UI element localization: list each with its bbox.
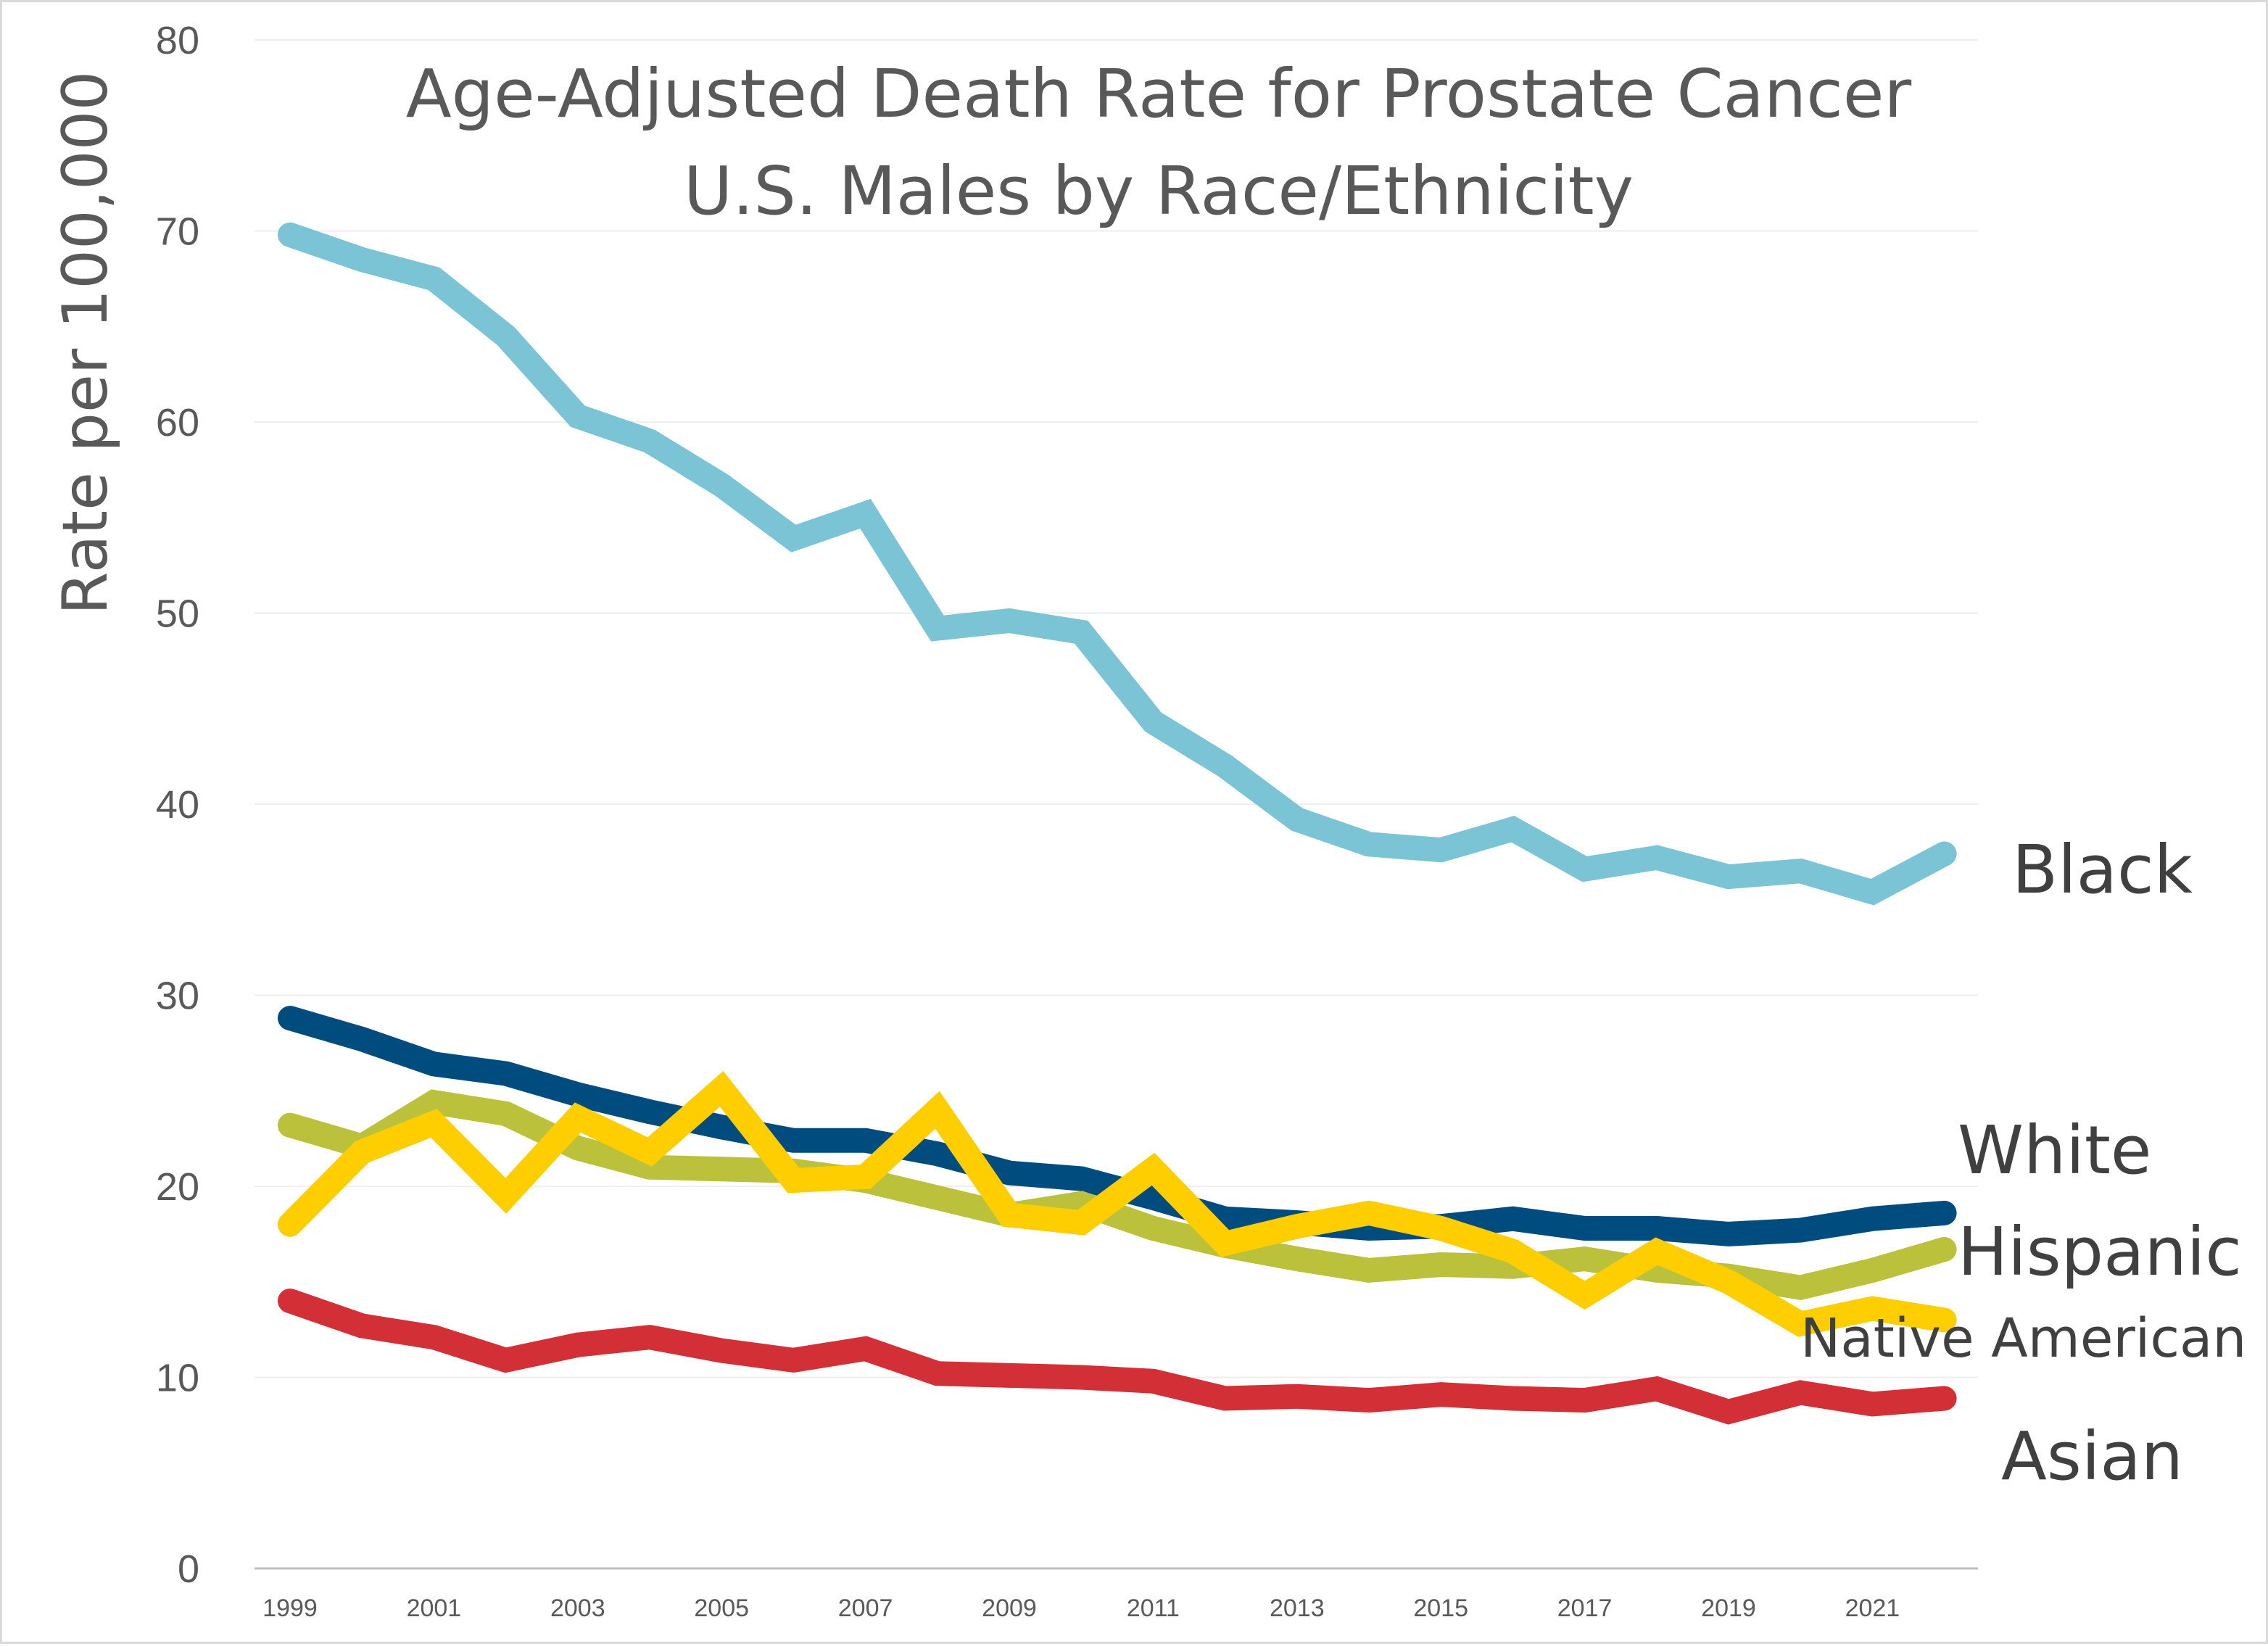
series-label-asian: Asian bbox=[2001, 1418, 2183, 1495]
series-line-black bbox=[278, 222, 1957, 906]
y-tick-label: 30 bbox=[156, 975, 199, 1018]
chart-title: Age-Adjusted Death Rate for Prostate Can… bbox=[406, 55, 1912, 133]
x-tick-label: 2019 bbox=[1701, 1595, 1756, 1622]
x-tick-label: 1999 bbox=[262, 1595, 318, 1622]
series-label-hispanic: Hispanic bbox=[1958, 1213, 2242, 1291]
x-axis-ticks: 1999 2001 2003 2005 2007 2009 2011 2013 2015 2017… bbox=[262, 1595, 1900, 1622]
series-label-native-american: Native American bbox=[1800, 1307, 2246, 1370]
x-tick-label: 2017 bbox=[1557, 1595, 1613, 1622]
x-tick-label: 2011 bbox=[1127, 1595, 1180, 1622]
series-line-asian bbox=[278, 1289, 1957, 1425]
y-tick-label: 60 bbox=[156, 401, 199, 444]
series-labels: Black White Hispanic Native American Asian bbox=[1800, 831, 2246, 1495]
series-lines bbox=[278, 222, 1957, 1425]
y-tick-label: 0 bbox=[178, 1547, 199, 1591]
x-tick-label: 2021 bbox=[1845, 1595, 1900, 1622]
x-tick-label: 2015 bbox=[1413, 1595, 1468, 1622]
x-tick-label: 2001 bbox=[407, 1595, 462, 1622]
y-axis-ticks: 0 10 20 30 40 50 60 70 80 bbox=[156, 19, 199, 1591]
y-tick-label: 80 bbox=[156, 19, 199, 62]
x-tick-label: 2007 bbox=[838, 1595, 893, 1622]
x-tick-label: 2013 bbox=[1270, 1595, 1325, 1622]
series-label-black: Black bbox=[2012, 831, 2193, 909]
y-tick-label: 10 bbox=[156, 1357, 199, 1400]
y-tick-label: 50 bbox=[156, 592, 199, 636]
series-line-native-american bbox=[278, 1070, 1957, 1337]
y-tick-label: 20 bbox=[156, 1165, 199, 1209]
gridlines bbox=[254, 39, 1978, 1378]
y-axis-label: Rate per 100,000 bbox=[49, 71, 122, 615]
y-tick-label: 40 bbox=[156, 783, 199, 827]
series-label-white: White bbox=[1958, 1112, 2152, 1189]
x-tick-label: 2003 bbox=[550, 1595, 605, 1622]
chart-subtitle: U.S. Males by Race/Ethnicity bbox=[684, 152, 1634, 230]
y-tick-label: 70 bbox=[156, 210, 199, 254]
x-tick-label: 2005 bbox=[694, 1595, 749, 1622]
x-tick-label: 2009 bbox=[982, 1595, 1037, 1622]
